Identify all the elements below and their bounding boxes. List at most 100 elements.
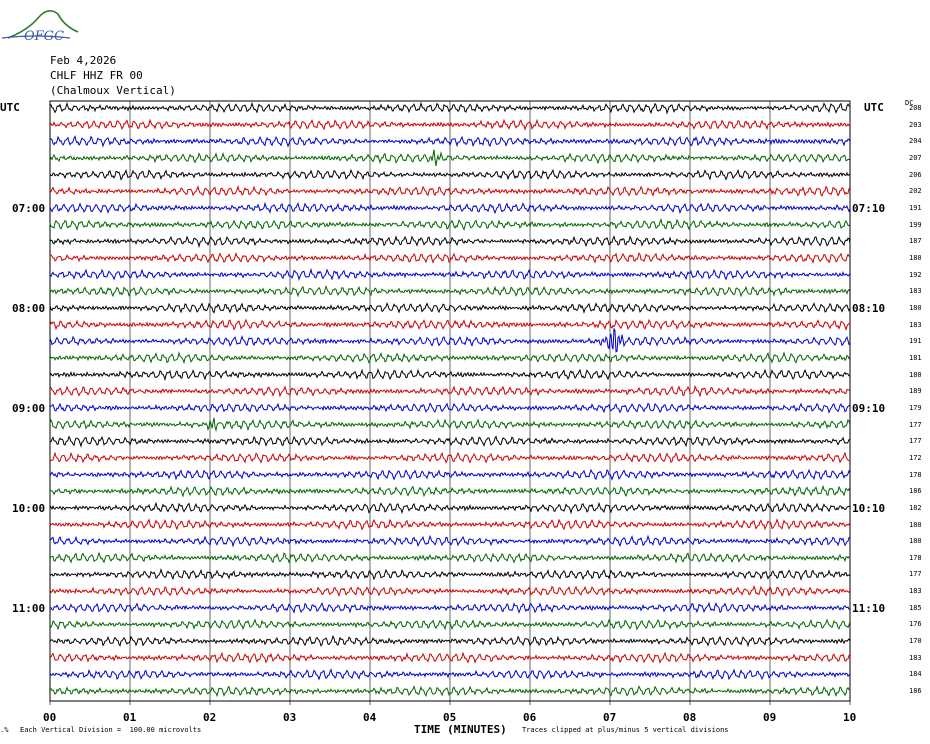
seismic-trace-18: [49, 402, 851, 414]
hour-label-right: 10:10: [852, 501, 886, 515]
hour-label-left: 11:00: [12, 601, 46, 615]
x-axis-title: TIME (MINUTES): [414, 723, 507, 736]
seismic-trace-19: [49, 417, 851, 433]
footer-clip: Traces clipped at plus/minus 5 vertical …: [522, 726, 729, 734]
hour-label-left: 07:00: [12, 201, 46, 215]
seismic-trace-31: [49, 618, 851, 631]
dc-offset-value: 180: [909, 253, 922, 262]
dc-label: DC: [905, 99, 914, 107]
seismic-trace-21: [49, 451, 851, 464]
hour-label-left: 09:00: [12, 401, 46, 415]
x-tick-label: 10: [843, 711, 857, 724]
seismic-trace-1: [49, 118, 851, 131]
dc-offset-value: 177: [909, 437, 922, 446]
dc-offset-value: 172: [909, 453, 922, 462]
dc-offset-value: 191: [909, 337, 922, 346]
dc-offset-value: 180: [909, 370, 922, 379]
hour-label-left: 08:00: [12, 301, 46, 315]
dc-offset-value: 186: [909, 487, 922, 496]
x-tick-label: 05: [443, 711, 457, 724]
x-tick-label: 08: [683, 711, 697, 724]
logo-text: OFGC: [24, 29, 64, 44]
dc-offset-value: 189: [909, 387, 922, 396]
x-tick-label: 01: [123, 711, 137, 724]
seismic-trace-12: [49, 302, 851, 314]
seismic-trace-15: [49, 351, 851, 365]
seismic-trace-28: [49, 568, 851, 581]
seismic-trace-8: [49, 235, 851, 249]
header-location: (Chalmoux Vertical): [50, 84, 176, 97]
dc-offset-value: 182: [909, 503, 922, 512]
x-tick-label: 09: [763, 711, 777, 724]
seismic-trace-30: [49, 601, 851, 615]
logo-swoosh: [1, 35, 71, 39]
dc-offset-value: 185: [909, 603, 922, 612]
utc-label-left: UTC: [0, 101, 20, 114]
seismic-trace-0: [49, 101, 851, 115]
seismic-trace-34: [49, 668, 851, 681]
x-tick-label: 00: [43, 711, 57, 724]
seismic-trace-3: [49, 149, 851, 166]
seismic-trace-5: [49, 184, 851, 197]
dc-offset-value: 178: [909, 470, 922, 479]
footer-mark: .%: [0, 726, 9, 734]
x-tick-label: 07: [603, 711, 617, 724]
seismic-trace-33: [49, 651, 851, 665]
x-tick-label: 02: [203, 711, 217, 724]
dc-offset-value: 191: [909, 203, 922, 212]
dc-offset-value: 199: [909, 220, 922, 229]
dc-offset-value: 192: [909, 270, 922, 279]
dc-offset-value: 206: [909, 170, 922, 179]
dc-offset-value: 186: [909, 687, 922, 696]
header-date: Feb 4,2026: [50, 54, 117, 67]
x-tick-label: 04: [363, 711, 377, 724]
seismic-trace-27: [49, 551, 851, 564]
seismic-trace-6: [49, 201, 851, 215]
dc-offset-value: 208: [909, 104, 922, 112]
x-tick-label: 06: [523, 711, 537, 724]
hour-label-right: 08:10: [852, 301, 886, 315]
seismic-trace-23: [49, 484, 851, 498]
seismic-trace-22: [49, 468, 851, 481]
dc-offset-value: 180: [909, 303, 922, 312]
footer-scale: Each Vertical Division = 100.00 microvol…: [20, 726, 202, 734]
dc-offset-value: 176: [909, 620, 922, 629]
dc-offset-value: 187: [909, 237, 922, 246]
dc-offset-value: 170: [909, 637, 922, 646]
seismic-trace-35: [49, 684, 851, 698]
hour-label-left: 10:00: [12, 501, 46, 515]
dc-offset-value: 203: [909, 120, 922, 129]
seismic-trace-10: [49, 267, 851, 281]
seismic-trace-16: [49, 368, 851, 382]
seismic-trace-25: [49, 518, 851, 531]
dc-offset-value: 180: [909, 520, 922, 529]
dc-offset-value: 204: [909, 137, 922, 146]
ofgc-logo: OFGC: [1, 10, 79, 44]
dc-offset-value: 181: [909, 353, 922, 362]
seismic-trace-26: [49, 534, 851, 548]
seismic-trace-24: [49, 501, 851, 515]
dc-offset-value: 202: [909, 187, 922, 196]
seismic-trace-4: [49, 168, 851, 181]
seismic-trace-11: [49, 284, 851, 298]
seismic-trace-17: [49, 385, 851, 398]
header-station: CHLF HHZ FR 00: [50, 69, 143, 82]
dc-offset-value: 177: [909, 570, 922, 579]
x-tick-label: 03: [283, 711, 297, 724]
dc-offset-value: 207: [909, 153, 922, 162]
dc-offset-value: 183: [909, 287, 922, 296]
seismic-trace-29: [49, 585, 851, 598]
hour-label-right: 07:10: [852, 201, 886, 215]
dc-offset-value: 183: [909, 587, 922, 596]
dc-offset-value: 177: [909, 420, 922, 429]
dc-offset-value: 183: [909, 653, 922, 662]
seismic-trace-20: [49, 435, 851, 448]
seismic-trace-9: [49, 251, 851, 264]
dc-offset-value: 179: [909, 403, 922, 412]
seismic-trace-32: [49, 634, 851, 648]
dc-offset-value: 184: [909, 670, 922, 679]
seismic-trace-2: [49, 135, 851, 148]
hour-label-right: 11:10: [852, 601, 886, 615]
hour-label-right: 09:10: [852, 401, 886, 415]
